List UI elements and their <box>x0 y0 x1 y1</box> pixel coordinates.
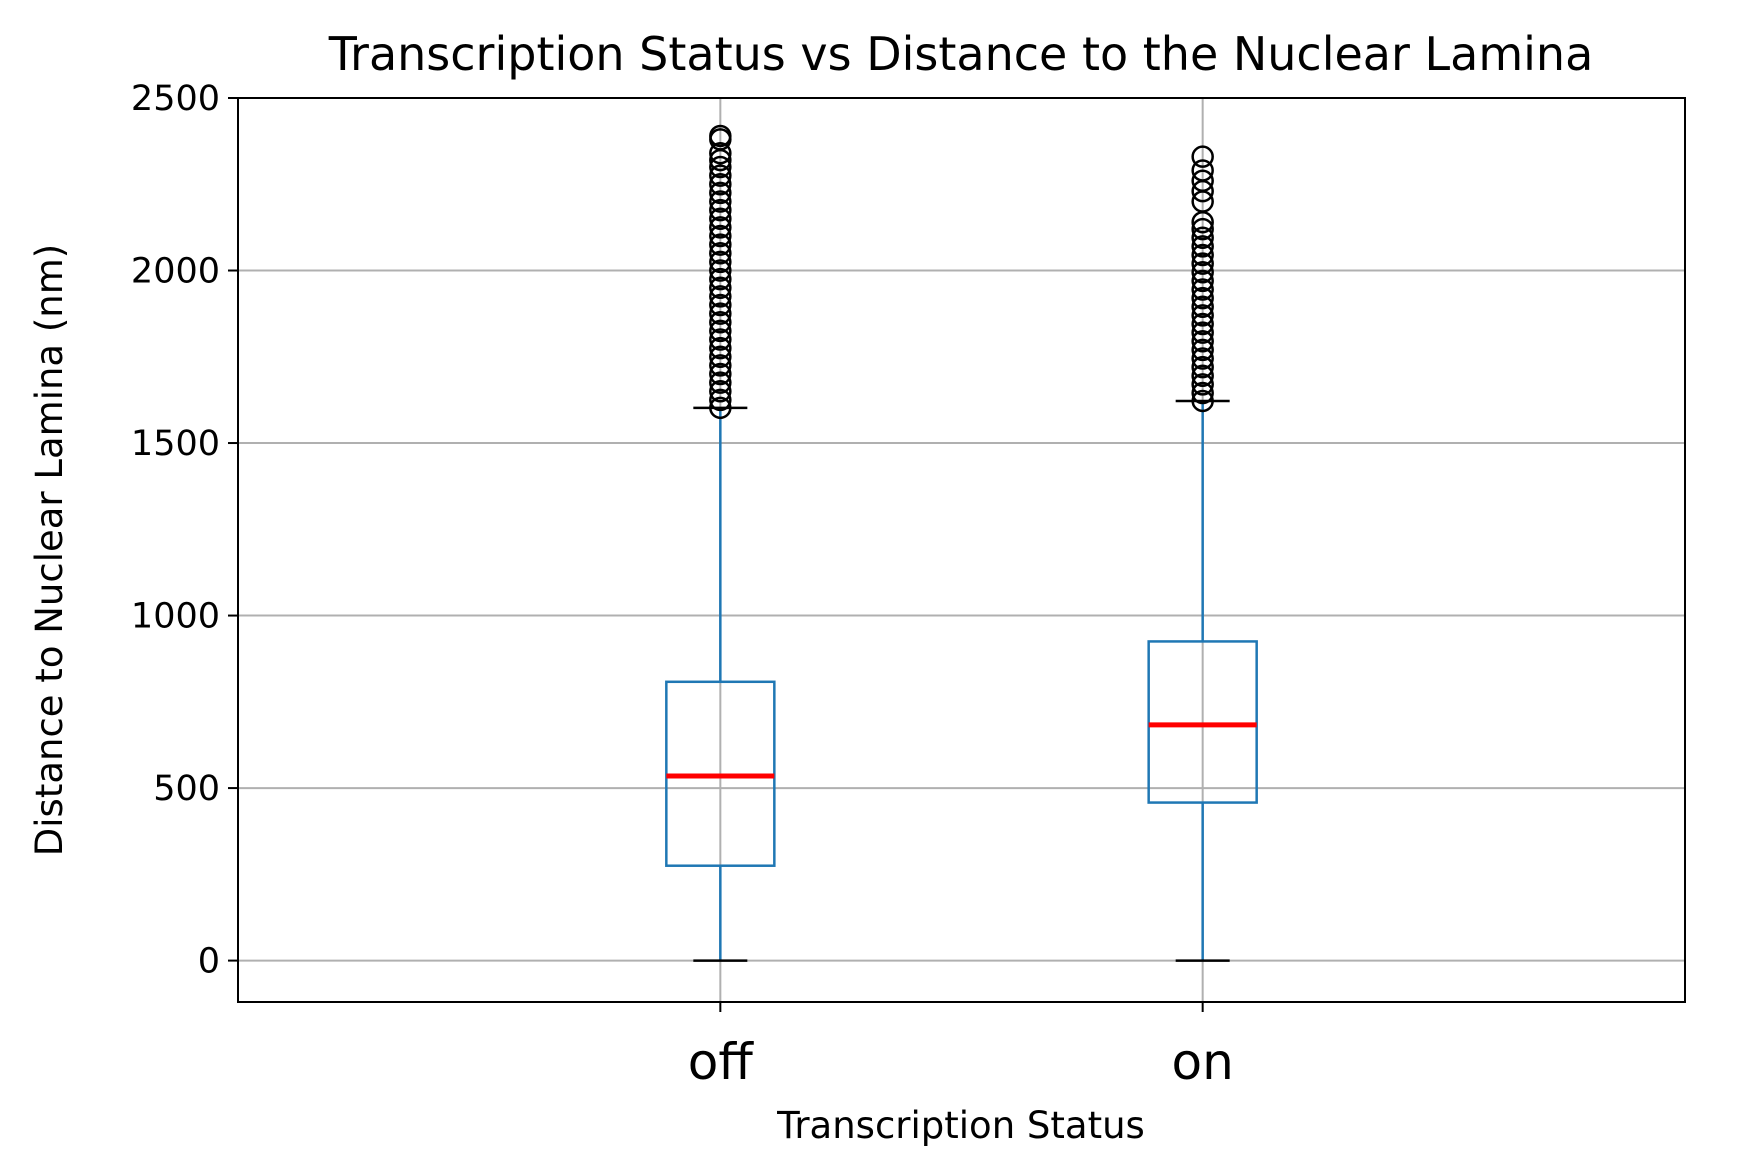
y-tick-label: 2500 <box>131 79 220 119</box>
outlier-point <box>709 155 732 179</box>
outlier-point <box>1191 217 1214 241</box>
outlier-point <box>1191 145 1214 168</box>
outlier-point <box>709 396 732 420</box>
plot-area-frame <box>237 97 1686 1003</box>
outlier-point <box>1191 295 1214 318</box>
outlier-point <box>709 362 732 386</box>
outlier-point <box>709 267 732 291</box>
outlier-point <box>1191 330 1214 353</box>
outlier-point <box>709 224 732 248</box>
outlier-group-off <box>709 124 732 420</box>
outlier-point <box>709 216 732 239</box>
box-series <box>665 124 1258 962</box>
box-group-off <box>665 124 776 962</box>
outlier-point <box>709 141 732 165</box>
outlier-point <box>709 259 732 282</box>
outlier-point <box>709 293 732 317</box>
outlier-point <box>709 345 732 369</box>
outlier-point <box>1191 260 1214 284</box>
x-tick-label: off <box>688 1033 755 1091</box>
outlier-point <box>709 190 732 213</box>
outlier-point <box>1191 243 1214 267</box>
outlier-point <box>1191 269 1214 293</box>
outlier-point <box>709 328 732 351</box>
outlier-point <box>709 233 732 256</box>
y-tick-label: 1000 <box>131 597 220 637</box>
outlier-point <box>1191 235 1214 258</box>
outlier-point <box>709 250 732 274</box>
chart-title: Transcription Status vs Distance to the … <box>328 27 1594 81</box>
outlier-group-on <box>1191 145 1214 413</box>
outlier-point <box>1191 278 1214 301</box>
outlier-point <box>709 319 732 343</box>
outlier-point <box>709 198 732 222</box>
outlier-point <box>709 276 732 300</box>
outlier-point <box>1191 364 1214 388</box>
outlier-point <box>709 164 732 187</box>
outlier-point <box>709 242 732 265</box>
outlier-point <box>1191 304 1214 327</box>
outlier-point <box>1191 286 1214 310</box>
outlier-point <box>1191 355 1214 379</box>
outlier-point <box>709 124 732 148</box>
x-axis-label: Transcription Status <box>776 1104 1145 1147</box>
y-tick-label: 1500 <box>131 424 220 464</box>
outlier-point <box>709 285 732 308</box>
iqr-box <box>1147 640 1258 804</box>
outlier-point <box>1191 389 1214 413</box>
outlier-point <box>709 380 732 403</box>
outlier-point <box>1191 373 1214 396</box>
outlier-point <box>1191 338 1214 362</box>
axes: 0 500 1000 1500 2000 2500 off on <box>131 79 1234 1091</box>
outlier-point <box>709 388 732 412</box>
outlier-point <box>1191 169 1214 193</box>
outlier-point <box>709 336 732 360</box>
outlier-point <box>1191 321 1214 344</box>
outlier-point <box>709 371 732 394</box>
outlier-point <box>709 173 732 196</box>
outlier-point <box>1191 159 1214 182</box>
y-tick-label: 0 <box>198 942 220 982</box>
x-tick-label: on <box>1172 1033 1234 1091</box>
box-group-on <box>1147 145 1258 962</box>
outlier-point <box>1191 312 1214 336</box>
outlier-point <box>1191 381 1214 405</box>
y-tick-label: 2000 <box>131 252 220 292</box>
outlier-point <box>1191 347 1214 370</box>
outlier-point <box>709 207 732 231</box>
y-tick-label: 500 <box>153 769 220 809</box>
y-axis-label: Distance to Nuclear Lamina (nm) <box>28 244 71 856</box>
outlier-point <box>709 302 732 325</box>
outlier-point <box>1191 226 1214 249</box>
outlier-point <box>709 311 732 334</box>
outlier-point <box>709 354 732 377</box>
outlier-point <box>709 181 732 205</box>
outlier-point <box>1191 252 1214 275</box>
